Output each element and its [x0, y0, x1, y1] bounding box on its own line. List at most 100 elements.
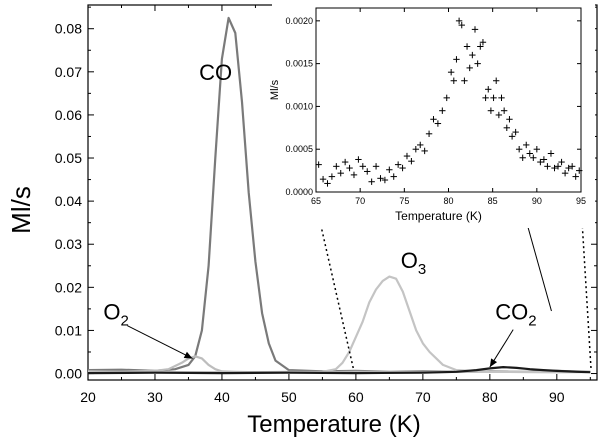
inset-data-point — [430, 116, 437, 123]
inset-data-point — [544, 163, 551, 170]
y-tick-label: 0.06 — [55, 107, 82, 123]
inset-data-point — [328, 173, 336, 180]
inset-data-point — [485, 86, 492, 93]
inset-y-tick-label: 0.0005 — [285, 144, 313, 154]
inset-x-tick-label: 70 — [355, 196, 365, 206]
inset-x-tick-label: 65 — [311, 196, 321, 206]
inset-data-point — [469, 51, 476, 59]
inset-data-point — [399, 164, 406, 172]
y-tick-label: 0.03 — [55, 236, 82, 252]
inset-data-point — [540, 156, 548, 163]
inset-data-point — [458, 21, 465, 29]
series-o2-line — [87, 355, 591, 374]
zoom-line-left — [315, 203, 354, 369]
x-tick-label: 30 — [147, 389, 163, 405]
inset-x-tick-label: 85 — [488, 196, 498, 206]
x-tick-label: 60 — [348, 389, 364, 405]
co2-label-arrow-head — [489, 358, 498, 368]
inset-data-point — [346, 164, 353, 172]
co2-label: CO2 — [495, 300, 536, 330]
inset-data-point — [461, 77, 468, 84]
inset-data-point — [463, 43, 471, 50]
inset-data-point — [533, 146, 541, 153]
inset-x-tick-label: 80 — [443, 196, 453, 206]
inset-data-point — [519, 154, 526, 161]
o2-label-arrow-line — [127, 325, 193, 359]
inset-data-point — [421, 147, 428, 155]
inset-data-point — [408, 157, 415, 165]
x-tick-label: 90 — [549, 389, 565, 405]
inset-data-point — [439, 107, 446, 114]
inset-y-axis-label: Ml/s — [269, 79, 281, 100]
inset-data-point — [425, 130, 433, 138]
inset-y-tick-label: 0.0020 — [285, 16, 313, 26]
inset-y-tick-label: 0.0000 — [285, 187, 313, 197]
inset-data-point — [512, 128, 519, 136]
y-tick-label: 0.07 — [55, 64, 82, 80]
inset-data-point — [526, 150, 533, 157]
inset-data-point — [359, 163, 367, 170]
inset-data-point — [390, 173, 397, 180]
inset-data-point — [477, 43, 484, 50]
inset-data-point — [341, 158, 349, 166]
inset-plot: 65 70 75 80 85 90 95 0.0000 0.0005 0.0010 0.0015 0.… — [269, 4, 595, 228]
inset-data-point — [333, 163, 340, 170]
inset-data-point — [474, 60, 481, 67]
inset-data-point — [515, 146, 523, 153]
inset-data-point — [487, 107, 495, 114]
inset-data-point — [530, 154, 537, 161]
inset-data-point — [568, 163, 576, 170]
inset-data-point — [386, 166, 393, 173]
inset-x-tick-label: 90 — [532, 196, 542, 206]
inset-data-point — [324, 180, 331, 187]
series-co2-line — [87, 366, 591, 375]
inset-data-point — [537, 158, 544, 166]
inset-data-point — [381, 176, 389, 184]
inset-data-point — [554, 163, 562, 170]
y-tick-label: 0.04 — [55, 193, 82, 209]
inset-data-point — [447, 68, 455, 76]
inset-data-point — [394, 161, 402, 168]
x-tick-label: 50 — [281, 389, 297, 405]
y-tick-label: 0.00 — [55, 366, 82, 382]
inset-data-point — [503, 124, 510, 132]
inset-data-point — [547, 150, 555, 157]
inset-data-point — [479, 39, 487, 46]
x-tick-label: 40 — [214, 389, 230, 405]
inset-data-point — [561, 169, 569, 177]
inset-data-point — [466, 64, 473, 72]
inset-data-point — [493, 77, 500, 84]
inset-data-point — [337, 169, 344, 177]
y-tick-label: 0.05 — [55, 150, 82, 166]
inset-x-tick-label: 75 — [399, 196, 409, 206]
o3-label: O3 — [401, 248, 426, 278]
inset-data-point — [434, 120, 442, 127]
series-o3-line — [88, 275, 591, 374]
inset-data-point — [572, 173, 579, 180]
y-tick-label: 0.08 — [55, 21, 82, 37]
y-tick-label: 0.02 — [55, 279, 82, 295]
y-tick-label: 0.01 — [55, 322, 82, 338]
inset-data-point — [482, 94, 489, 102]
inset-data-point — [495, 111, 503, 119]
o2-label: O2 — [103, 300, 128, 330]
inset-data-point — [450, 77, 457, 84]
inset-data-point — [490, 94, 497, 102]
inset-data-point — [576, 167, 583, 174]
co2-label-text: CO — [495, 300, 528, 325]
x-tick-label: 80 — [482, 389, 498, 405]
inset-data-point — [498, 94, 505, 102]
inset-data-point — [377, 175, 384, 182]
main-annotations: CO O2 O3 CO2 — [103, 60, 537, 368]
inset-x-axis-label: Temperature (K) — [395, 209, 482, 223]
inset-data-point — [455, 17, 463, 25]
x-tick-label: 70 — [415, 389, 431, 405]
inset-data-point — [364, 168, 371, 175]
inset-data-point — [319, 175, 327, 183]
inset-data-point — [558, 158, 565, 166]
inset-data-point — [443, 94, 450, 102]
inset-data-point — [453, 56, 460, 63]
inset-y-tick-label: 0.0010 — [285, 101, 313, 111]
